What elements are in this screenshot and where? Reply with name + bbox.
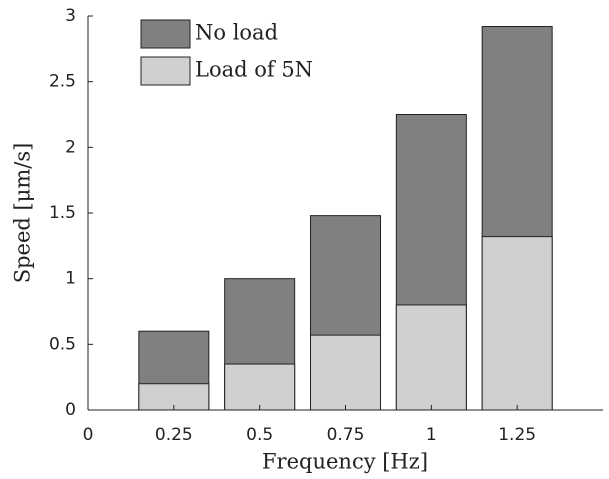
y-tick-label: 3 (65, 6, 76, 26)
x-tick-label: 1 (426, 425, 437, 445)
x-tick-label: 0 (83, 425, 94, 445)
x-tick-label: 0.75 (327, 425, 365, 445)
x-tick-label: 0.25 (155, 425, 193, 445)
y-tick-label: 2.5 (49, 72, 76, 92)
legend-swatch (140, 19, 191, 49)
legend-label: Load of 5N (195, 58, 313, 82)
x-tick-label: 1.25 (498, 425, 536, 445)
x-axis-label: Frequency [Hz] (262, 450, 428, 474)
bar (395, 304, 467, 411)
y-axis-label: Speed [μm/s] (11, 143, 35, 284)
y-tick-label: 0 (65, 400, 76, 420)
x-tick-label: 0.5 (246, 425, 273, 445)
y-tick-label: 0.5 (49, 334, 76, 354)
bar (310, 334, 381, 411)
y-tick-label: 1.5 (49, 203, 76, 223)
bar (224, 363, 296, 411)
legend-label: No load (195, 21, 278, 45)
legend-swatch (140, 56, 191, 86)
bar (481, 236, 553, 411)
y-tick-label: 1 (65, 269, 76, 289)
y-tick-label: 2 (65, 137, 76, 157)
